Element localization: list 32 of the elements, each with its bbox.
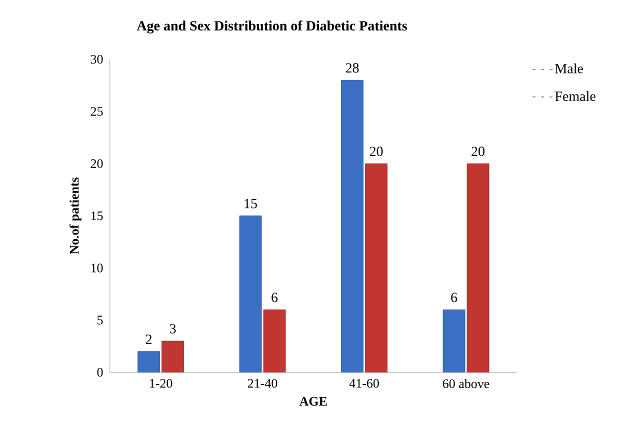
x-axis-title: AGE [299,396,327,406]
data-label: 15 [244,198,257,208]
x-tick-label: 60 above [442,378,490,388]
data-label: 20 [370,146,383,156]
x-tick-label: 1-20 [150,378,172,388]
legend-label: Female [555,91,596,101]
y-tick-label: 30 [90,54,103,64]
bar [138,351,160,372]
y-tick-label: 25 [90,107,103,116]
x-tick-label: 41-60 [349,378,379,388]
bar [263,310,286,372]
legend-label: Male [555,63,583,74]
y-tick-label: 10 [91,264,103,272]
bar [466,163,490,372]
y-axis-title: No.of patients [69,178,82,254]
data-label: 28 [346,63,359,73]
data-label: 6 [272,292,278,302]
bar [239,216,262,372]
bar [162,340,184,372]
y-tick-label: 5 [97,316,103,324]
chart-title: Age and Sex Distribution of Diabetic Patients [136,20,407,34]
data-label: 3 [170,324,176,334]
x-tick-label: 21-40 [248,378,278,388]
bar [365,163,388,372]
data-label: 20 [472,146,484,156]
y-tick-label: 15 [91,211,103,220]
y-tick-label: 20 [90,159,103,168]
y-tick-label: 0 [97,368,103,377]
data-label: 2 [146,334,152,344]
bar [341,80,364,372]
data-label: 6 [451,292,458,302]
bar [442,310,466,372]
